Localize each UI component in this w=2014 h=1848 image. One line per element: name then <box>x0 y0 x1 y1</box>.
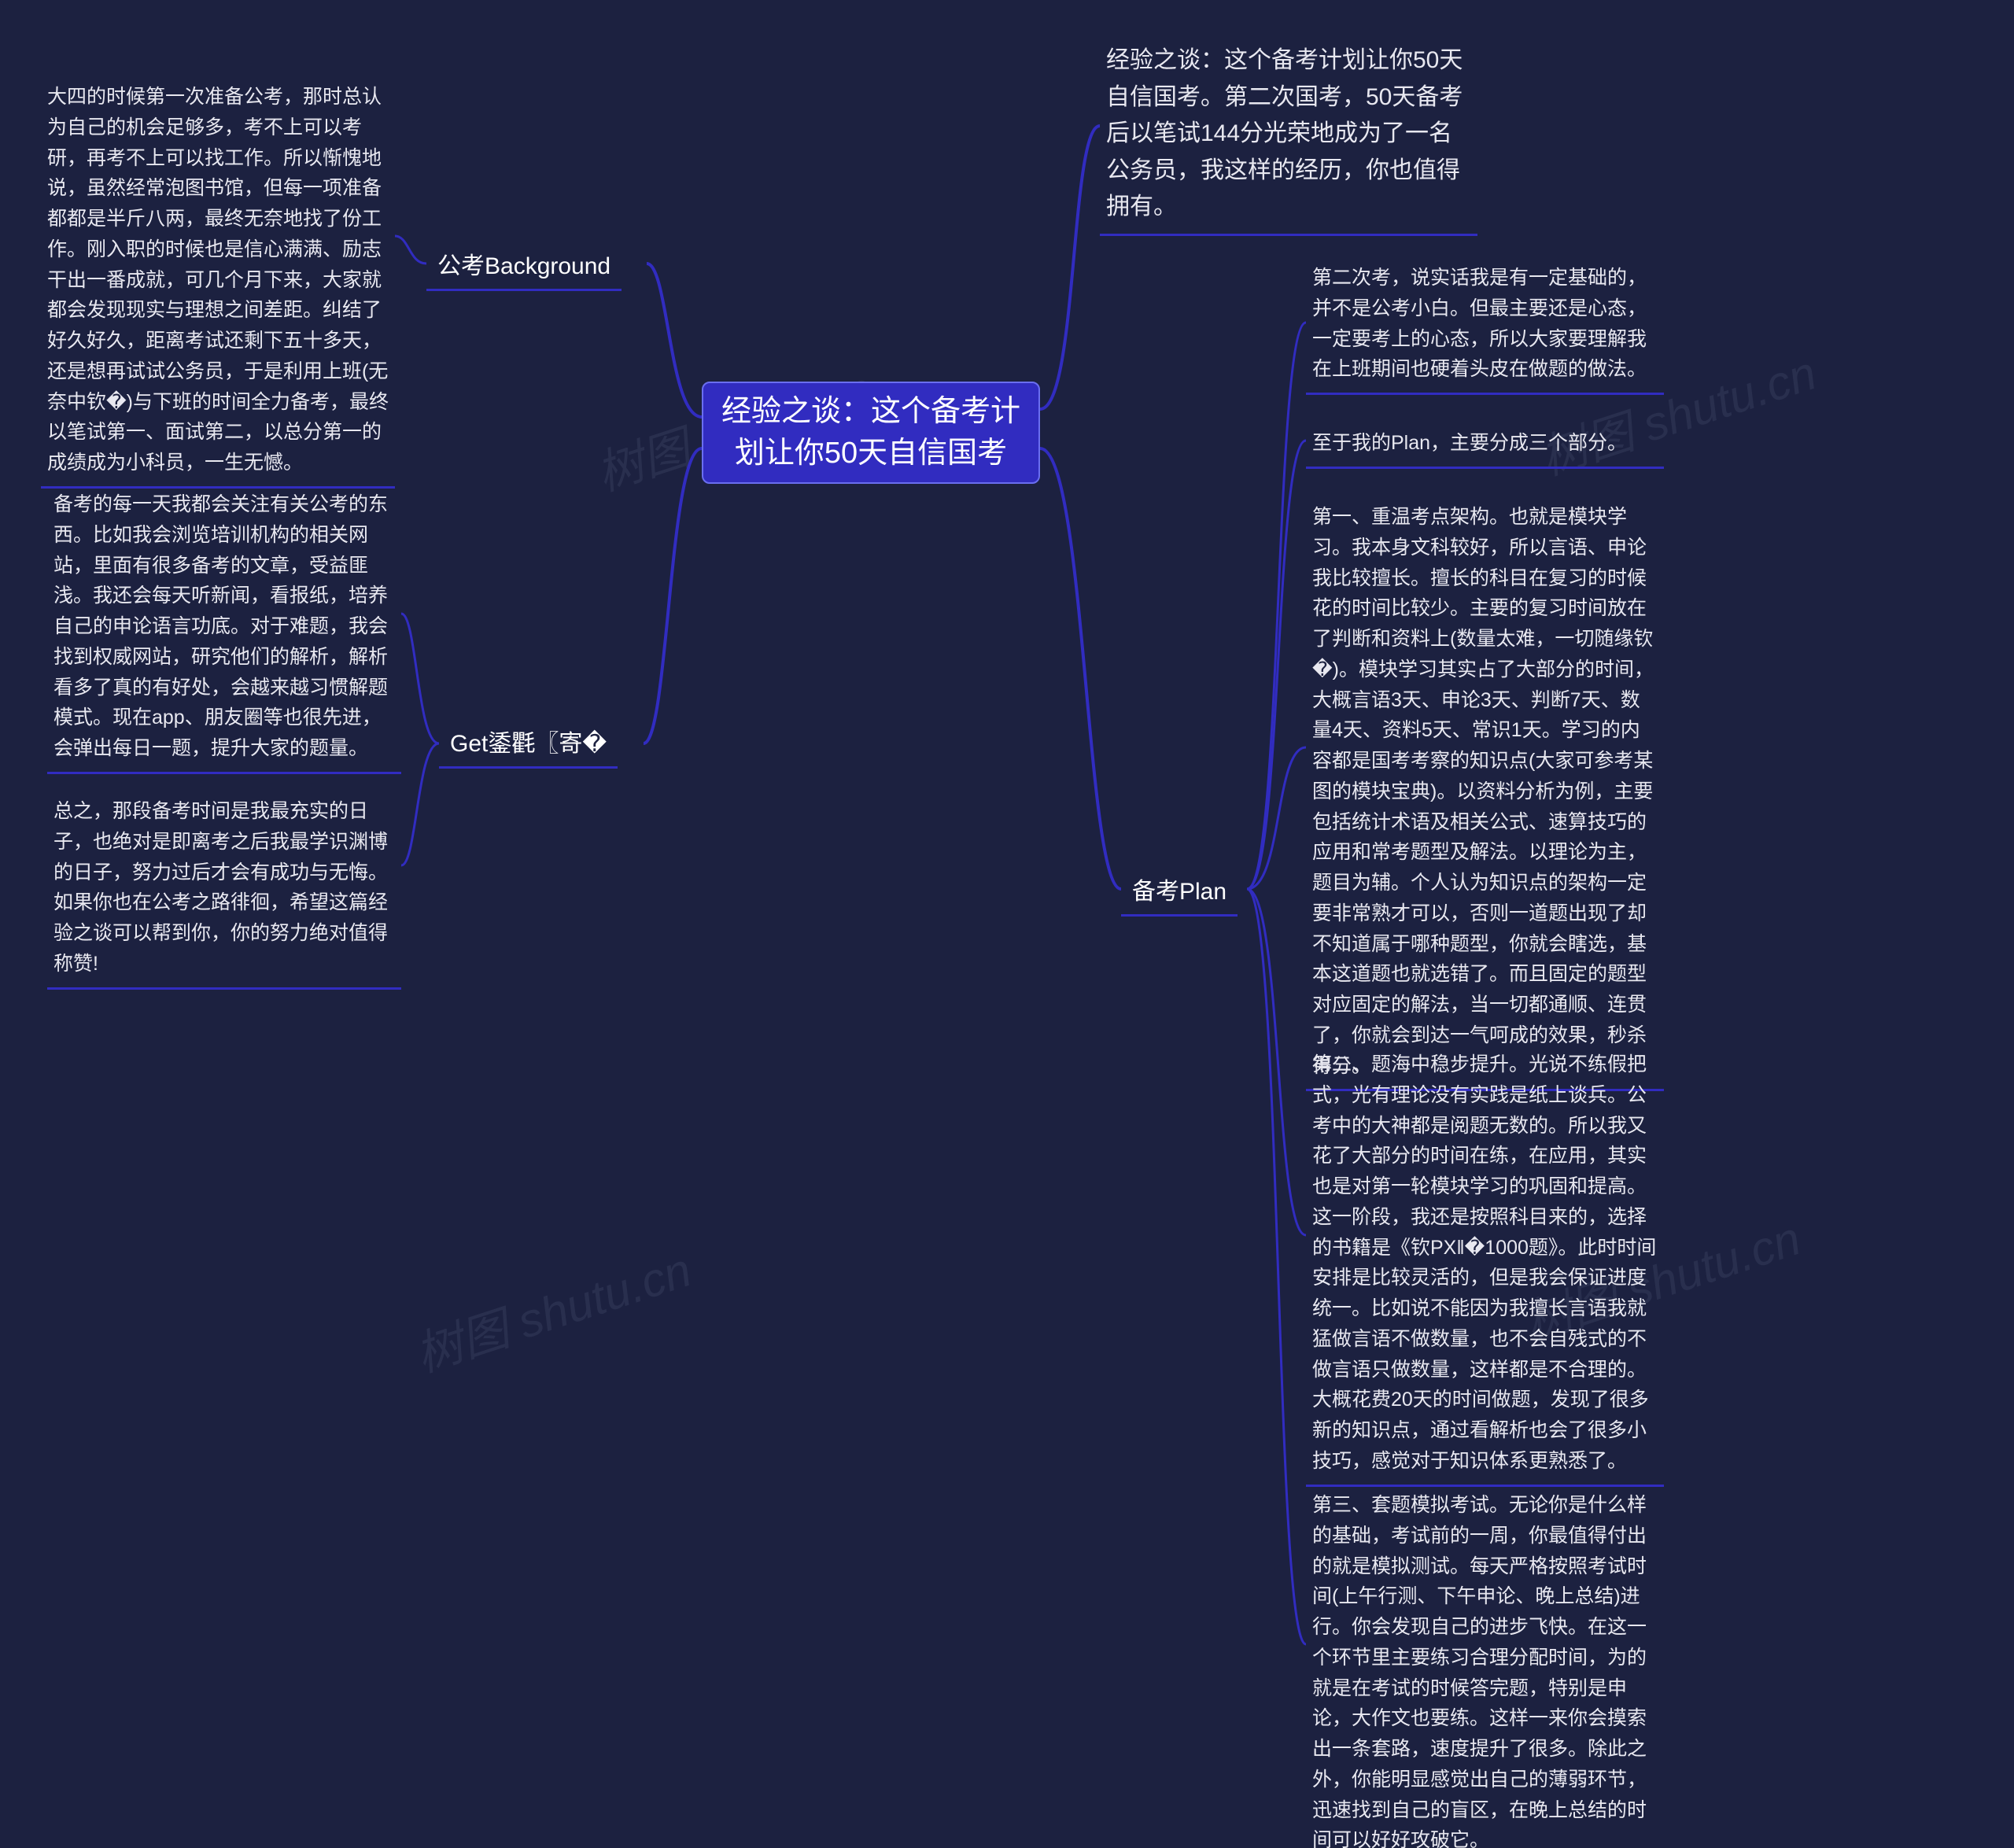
leaf-plan-4-text: 第二、题海中稳步提升。光说不练假把式，光有理论没有实践是纸上谈兵。公考中的大神都… <box>1312 1053 1656 1472</box>
branch-get[interactable]: Get鋈氍〖寄� <box>439 719 618 769</box>
leaf-get-1[interactable]: 备考的每一天我都会关注有关公考的东西。比如我会浏览培训机构的相关网站，里面有很多… <box>47 486 401 774</box>
leaf-get-1-text: 备考的每一天我都会关注有关公考的东西。比如我会浏览培训机构的相关网站，里面有很多… <box>53 493 388 759</box>
leaf-plan-2[interactable]: 至于我的Plan，主要分成三个部分。 <box>1306 425 1664 469</box>
leaf-get-2-text: 总之，那段备考时间是我最充实的日子，也绝对是即离考之后我最学识渊博的日子，努力过… <box>53 800 388 975</box>
center-node[interactable]: 经验之谈：这个备考计划让你50天自信国考 <box>702 382 1040 484</box>
leaf-plan-3[interactable]: 第一、重温考点架构。也就是模块学习。我本身文科较好，所以言语、申论我比较擅长。擅… <box>1306 499 1664 1091</box>
leaf-plan-1-text: 第二次考，说实话我是有一定基础的，并不是公考小白。但最主要还是心态，一定要考上的… <box>1312 267 1647 380</box>
leaf-background-1-text: 大四的时候第一次准备公考，那时总认为自己的机会足够多，考不上可以考研，再考不上可… <box>47 86 389 474</box>
branch-get-label: Get鋈氍〖寄� <box>450 731 607 757</box>
leaf-plan-2-text: 至于我的Plan，主要分成三个部分。 <box>1312 432 1627 454</box>
leaf-intro-text: 经验之谈：这个备考计划让你50天自信国考。第二次国考，50天备考后以笔试144分… <box>1106 47 1463 219</box>
center-node-label: 经验之谈：这个备考计划让你50天自信国考 <box>719 391 1023 474</box>
leaf-plan-4[interactable]: 第二、题海中稳步提升。光说不练假把式，光有理论没有实践是纸上谈兵。公考中的大神都… <box>1306 1046 1664 1487</box>
branch-plan-label: 备考Plan <box>1132 879 1226 905</box>
branch-background[interactable]: 公考Background <box>426 242 622 291</box>
leaf-plan-1[interactable]: 第二次考，说实话我是有一定基础的，并不是公考小白。但最主要还是心态，一定要考上的… <box>1306 260 1664 395</box>
leaf-intro[interactable]: 经验之谈：这个备考计划让你50天自信国考。第二次国考，50天备考后以笔试144分… <box>1100 39 1477 236</box>
branch-background-label: 公考Background <box>437 253 610 279</box>
watermark: 树图 shutu.cn <box>405 1232 699 1385</box>
leaf-background-1[interactable]: 大四的时候第一次准备公考，那时总认为自己的机会足够多，考不上可以考研，再考不上可… <box>41 79 395 489</box>
leaf-get-2[interactable]: 总之，那段备考时间是我最充实的日子，也绝对是即离考之后我最学识渊博的日子，努力过… <box>47 793 401 990</box>
leaf-plan-5[interactable]: 第三、套题模拟考试。无论你是什么样的基础，考试前的一周，你最值得付出的就是模拟测… <box>1306 1487 1664 1848</box>
branch-plan[interactable]: 备考Plan <box>1121 867 1238 917</box>
leaf-plan-5-text: 第三、套题模拟考试。无论你是什么样的基础，考试前的一周，你最值得付出的就是模拟测… <box>1312 1494 1647 1848</box>
leaf-plan-3-text: 第一、重温考点架构。也就是模块学习。我本身文科较好，所以言语、申论我比较擅长。擅… <box>1312 506 1654 1077</box>
